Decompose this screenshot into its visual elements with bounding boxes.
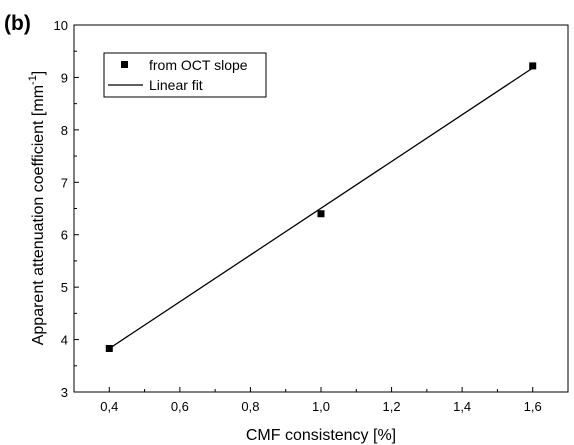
y-tick-label: 8 [61,123,68,138]
legend-marker-square [121,61,128,68]
y-axis-title: Apparent attenuation coefficient [mm-1] [27,71,47,346]
y-tick-label: 6 [61,228,68,243]
x-axis-title: CMF consistency [%] [246,427,396,444]
data-point [105,344,113,352]
legend-box [103,52,267,98]
x-tick-label: 1,0 [312,399,330,414]
panel-label: (b) [4,12,31,35]
linear-fit-line [108,67,534,350]
legend-label-points: from OCT slope [149,57,248,73]
y-axis-title-suffix: ] [30,71,47,75]
y-tick-label: 10 [54,18,68,33]
legend: from OCT slope Linear fit [103,52,267,98]
x-tick-label: 1,2 [383,399,401,414]
data-point [317,210,325,218]
y-tick-label: 3 [61,385,68,400]
x-axis: 0,4 0,6 0,8 1,0 1,2 1,4 1,6 [100,387,542,414]
legend-label-line: Linear fit [149,77,203,93]
x-tick-label: 0,6 [171,399,189,414]
y-axis: 3 4 5 6 7 8 9 10 [54,18,79,400]
x-tick-label: 0,8 [241,399,259,414]
y-tick-label: 7 [61,175,68,190]
data-point [529,62,537,70]
series-layer [105,62,537,352]
x-tick-label: 1,4 [453,399,471,414]
y-axis-title-superscript: -1 [27,75,39,85]
y-tick-label: 5 [61,280,68,295]
x-tick-label: 1,6 [524,399,542,414]
y-axis-title-main: Apparent attenuation coefficient [mm [30,85,47,345]
y-tick-label: 4 [61,333,68,348]
y-tick-label: 9 [61,70,68,85]
x-tick-label: 0,4 [100,399,118,414]
